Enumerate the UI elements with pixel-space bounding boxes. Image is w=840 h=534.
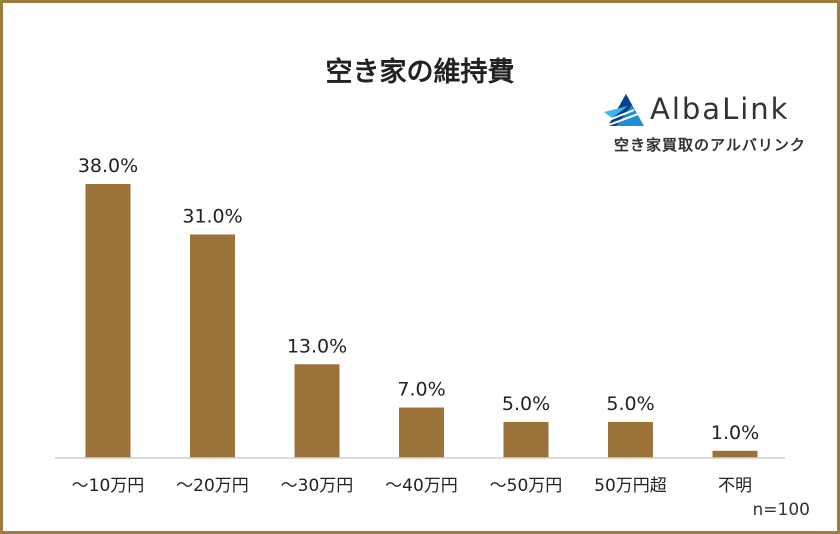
bar-value-label: 7.0%	[397, 379, 445, 401]
bar-5	[503, 421, 549, 458]
category-label: ～40万円	[385, 476, 458, 496]
bar-6	[608, 421, 653, 458]
bar-value-label: 1.0%	[711, 422, 759, 444]
bar-7	[712, 450, 758, 458]
bar-1	[85, 184, 131, 458]
category-label: 50万円超	[594, 476, 667, 496]
category-label: ～20万円	[176, 476, 249, 496]
bar-value-label: 13.0%	[287, 335, 347, 357]
category-label: ～10万円	[72, 476, 145, 496]
sample-size-note: n=100	[752, 500, 810, 520]
bar-value-label: 31.0%	[182, 205, 242, 227]
category-label: ～50万円	[490, 476, 563, 496]
logo-tagline: 空き家買取のアルバリンク	[614, 136, 806, 154]
logo-name: AlbaLink	[650, 92, 790, 126]
category-label: 不明	[718, 476, 752, 496]
bar-value-label: 5.0%	[606, 393, 654, 415]
bar-2	[190, 234, 235, 458]
albalink-logo-icon	[604, 94, 644, 127]
category-label: ～30万円	[281, 476, 354, 496]
bar-value-label: 5.0%	[502, 393, 550, 415]
bar-4	[399, 407, 444, 458]
bar-3	[294, 364, 340, 458]
bar-value-label: 38.0%	[78, 155, 138, 177]
albalink-logo: AlbaLink 空き家買取のアルバリンク	[604, 92, 814, 162]
chart-title: 空き家の維持費	[325, 57, 515, 88]
